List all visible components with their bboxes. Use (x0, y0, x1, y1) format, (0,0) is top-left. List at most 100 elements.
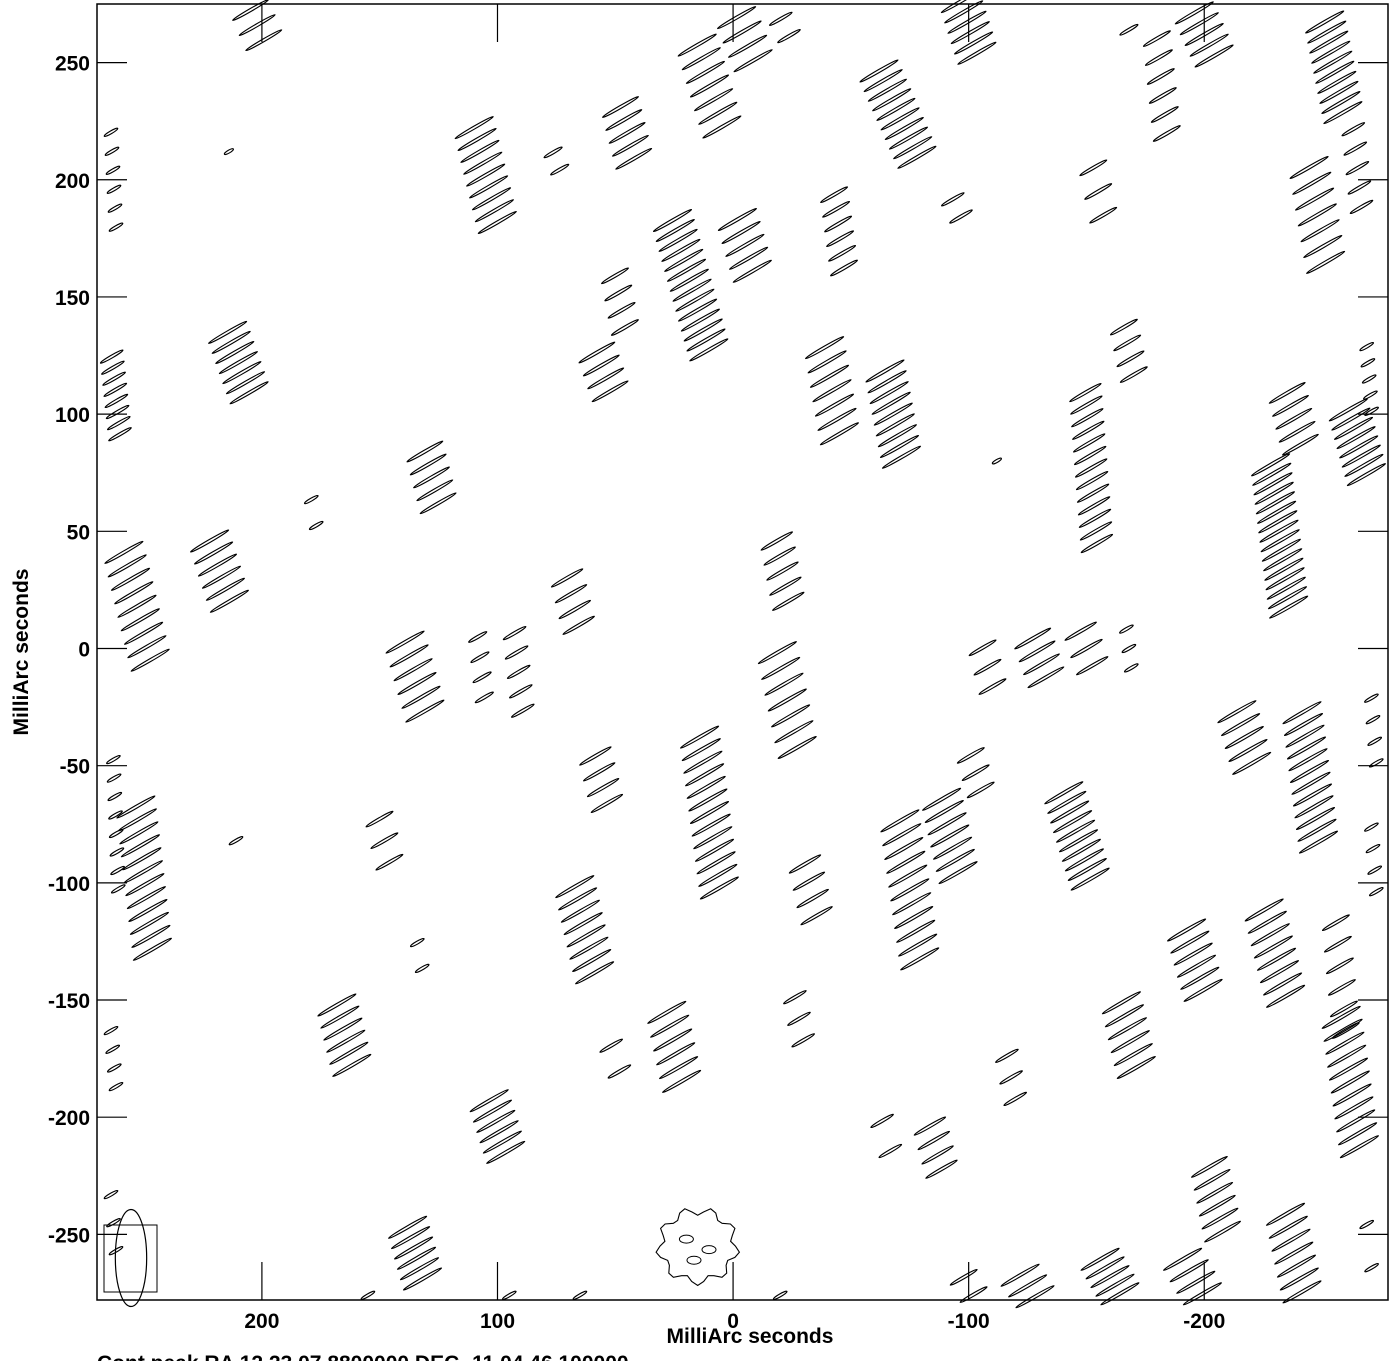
contour-level (562, 615, 595, 635)
contour-level (108, 1081, 124, 1092)
contour-level (1268, 1215, 1308, 1239)
contour-level (1321, 1005, 1361, 1030)
contour-level (1367, 865, 1383, 875)
contour-level (123, 621, 164, 645)
contour-level (878, 1143, 903, 1159)
contour-component (1305, 10, 1363, 125)
contour-component (757, 640, 817, 760)
contour-level (1079, 159, 1108, 177)
contour-level (128, 898, 168, 923)
contour-level (683, 318, 723, 342)
contour-level (1055, 819, 1096, 843)
contour-component (1000, 1263, 1055, 1309)
contour-level (1272, 394, 1309, 417)
contour-level (769, 576, 802, 596)
contour-level (106, 773, 122, 783)
contour-level (733, 49, 773, 73)
contour-level (1069, 382, 1102, 403)
contour-level (1259, 519, 1299, 543)
contour-level (605, 109, 643, 131)
contour-level (873, 402, 913, 426)
contour-component (602, 96, 653, 170)
contour-level (479, 1120, 519, 1144)
contour-level (1294, 795, 1334, 819)
contour-level (1311, 40, 1351, 64)
contour-component (865, 359, 922, 469)
contour-component (1014, 627, 1065, 689)
contour-level (921, 787, 962, 811)
contour-level (767, 688, 807, 712)
contour-level (693, 88, 734, 112)
contour-level (1170, 930, 1210, 954)
contour-level (103, 382, 128, 397)
contour-level (880, 809, 920, 833)
contour-level (995, 1048, 1019, 1063)
contour-level (1119, 624, 1134, 634)
contour-level (120, 608, 160, 632)
contour-level (999, 1070, 1023, 1085)
contour-level (1119, 23, 1139, 36)
contour-level (1146, 68, 1175, 85)
contour-component (99, 349, 132, 442)
contour-level (608, 121, 646, 144)
contour-level (1263, 548, 1303, 572)
contour-component (406, 440, 457, 515)
contour-level (508, 684, 533, 699)
contour-level (894, 905, 934, 930)
contour-level (1315, 60, 1355, 84)
contour-level (828, 244, 857, 262)
contour-level (661, 238, 701, 263)
contour-level (387, 1215, 428, 1239)
contour-level (1328, 1057, 1369, 1081)
contour-level (1300, 219, 1340, 243)
contour-level (1347, 180, 1372, 195)
contour-level (1089, 206, 1118, 224)
contour-component (317, 993, 372, 1078)
contour-level (1256, 947, 1297, 971)
contour-level (402, 1267, 443, 1291)
contour-component (502, 625, 535, 718)
contour-level (1364, 1263, 1379, 1273)
contour-component (1162, 1247, 1223, 1306)
contour-layer (99, 0, 1387, 1309)
contour-level (777, 28, 801, 44)
contour-component (387, 1215, 443, 1291)
contour-level (677, 33, 717, 57)
contour-level (783, 990, 807, 1005)
contour-level (940, 192, 965, 207)
contour-level (650, 1014, 690, 1038)
contour-level (590, 793, 624, 814)
contour-level (774, 720, 814, 744)
contour-level (679, 725, 720, 749)
contour-level (1327, 979, 1356, 996)
contour-level (1305, 10, 1345, 34)
contour-level (1174, 1, 1214, 25)
contour-level (917, 1130, 951, 1151)
contour-level (791, 1033, 816, 1048)
contour-level (1349, 199, 1374, 215)
contour-level (1321, 914, 1350, 932)
blob-inner (678, 1234, 694, 1244)
contour-component (1321, 914, 1360, 1039)
contour-level (120, 834, 161, 858)
contour-level (578, 341, 616, 364)
contour-component (232, 0, 283, 52)
contour-level (563, 911, 603, 936)
x-axis-title: MilliArc seconds (667, 1325, 834, 1348)
contour-level (107, 791, 123, 802)
contour-level (232, 0, 270, 21)
contour-level (959, 1286, 988, 1303)
contour-level (102, 371, 126, 386)
contour-level (869, 380, 909, 405)
contour-level (1359, 1219, 1375, 1230)
contour-level (1254, 481, 1294, 505)
contour-level (792, 871, 826, 891)
contour-level (125, 872, 165, 897)
contour-level (1288, 748, 1328, 772)
contour-component (716, 5, 773, 73)
contour-level (1121, 643, 1137, 654)
contour-level (867, 78, 908, 102)
contour-level (1319, 80, 1359, 105)
contour-level (1080, 1247, 1120, 1271)
contour-level (599, 1038, 624, 1053)
